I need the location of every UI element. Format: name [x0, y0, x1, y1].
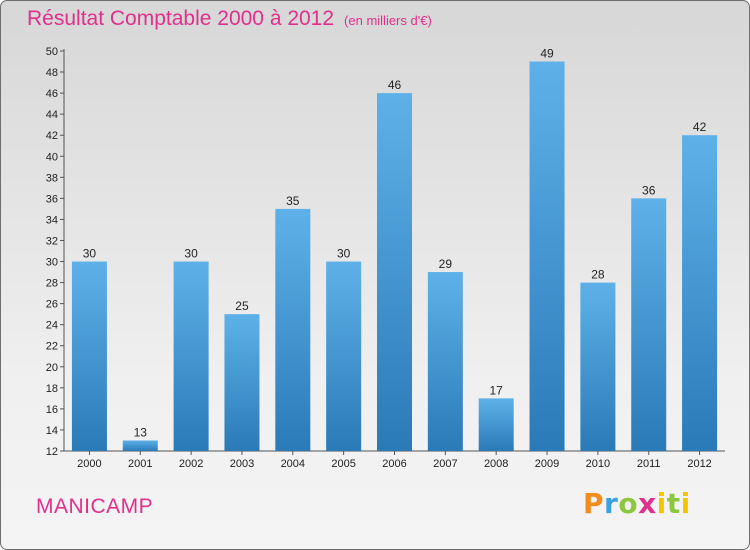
- y-tick-label: 26: [46, 299, 58, 311]
- bar-2005: [326, 261, 362, 451]
- chart-title: Résultat Comptable 2000 à 2012: [27, 7, 335, 30]
- y-tick-label: 32: [46, 235, 58, 247]
- x-tick-label: 2002: [179, 458, 203, 470]
- x-tick-label: 2010: [586, 458, 610, 470]
- bar-2001: [122, 440, 158, 451]
- data-label: 25: [235, 299, 249, 313]
- x-tick-label: 2011: [637, 458, 661, 470]
- brand-letter: P: [583, 487, 605, 520]
- y-tick-label: 36: [46, 193, 58, 205]
- y-tick-label: 20: [46, 362, 58, 374]
- bar-2007: [427, 272, 463, 451]
- bar-2010: [580, 282, 616, 451]
- title-row: Résultat Comptable 2000 à 2012 (en millie…: [27, 7, 432, 31]
- x-tick-label: 2004: [281, 458, 305, 470]
- bars: [71, 61, 718, 452]
- bar-2012: [682, 135, 718, 452]
- bar-2003: [224, 314, 260, 451]
- x-tick-label: 2001: [128, 458, 152, 470]
- chart-subtitle: (en milliers d'€): [344, 13, 432, 28]
- brand-letter: o: [618, 487, 639, 520]
- data-label: 28: [591, 268, 605, 282]
- y-tick-label: 34: [46, 214, 58, 226]
- data-label: 42: [693, 120, 707, 134]
- data-label: 29: [439, 257, 453, 271]
- data-label: 35: [286, 194, 300, 208]
- data-label: 30: [337, 247, 351, 261]
- bar-2004: [275, 208, 311, 451]
- x-tick-label: 2008: [484, 458, 508, 470]
- y-tick-label: 38: [46, 172, 58, 184]
- bar-2006: [377, 93, 412, 452]
- bar-2008: [478, 398, 514, 451]
- brand-logo[interactable]: Proxiti: [583, 487, 691, 520]
- data-label: 17: [490, 383, 504, 397]
- bar-2000: [71, 261, 107, 451]
- brand-letter: t: [666, 487, 681, 520]
- y-tick-label: 48: [46, 67, 58, 79]
- brand-letter: i: [680, 487, 691, 520]
- x-tick-label: 2007: [433, 458, 457, 470]
- x-tick-label: 2005: [331, 458, 355, 470]
- commune-name: MANICAMP: [36, 495, 154, 518]
- x-tick-label: 2006: [382, 458, 406, 470]
- y-tick-label: 18: [46, 383, 58, 395]
- y-tick-label: 16: [46, 404, 58, 416]
- data-labels: 30 13 30 25 35 30 46 29 17 49 28 36 42: [83, 47, 707, 440]
- bar-2011: [631, 198, 667, 451]
- x-tick-label: 2003: [230, 458, 254, 470]
- data-label: 30: [83, 247, 97, 261]
- bar-2009: [529, 61, 565, 452]
- data-label: 49: [540, 47, 554, 61]
- y-tick-label: 40: [46, 151, 58, 163]
- brand-letter: i: [656, 487, 667, 520]
- brand-letter: r: [604, 487, 619, 520]
- y-tick-label: 30: [46, 257, 58, 269]
- y-tick-label: 14: [46, 425, 58, 437]
- y-tick-label: 46: [46, 88, 58, 100]
- y-tick-label: 28: [46, 278, 58, 290]
- y-tick-label: 44: [46, 109, 58, 121]
- y-tick-label: 24: [46, 320, 58, 332]
- data-label: 46: [388, 78, 402, 92]
- data-label: 36: [642, 183, 656, 197]
- data-label: 13: [134, 425, 148, 439]
- x-tick-label: 2009: [535, 458, 559, 470]
- y-tick-label: 22: [46, 341, 58, 353]
- data-label: 30: [184, 247, 198, 261]
- y-tick-label: 42: [46, 130, 58, 142]
- y-tick-label: 50: [46, 46, 58, 58]
- bar-2002: [173, 261, 209, 451]
- brand-letter: x: [638, 487, 657, 520]
- y-tick-label: 12: [46, 446, 58, 458]
- x-tick-label: 2012: [687, 458, 711, 470]
- x-tick-label: 2000: [77, 458, 101, 470]
